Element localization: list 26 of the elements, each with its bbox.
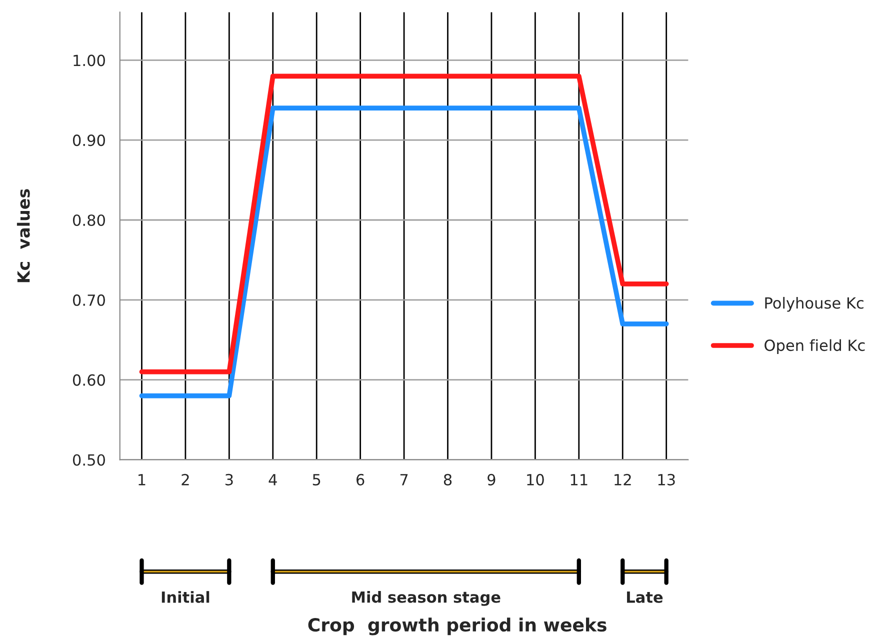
x-tick-label: 5 [312, 474, 320, 486]
x-tick-label: 3 [225, 474, 233, 486]
y-tick-label: 0.80 [72, 214, 105, 226]
x-tick-label: 13 [658, 474, 675, 486]
text: Crop growth period in weeks [308, 618, 606, 636]
x-tick-label: 8 [444, 474, 452, 486]
text: Mid season stage [352, 591, 500, 606]
legend-label: Open field Kc [764, 339, 865, 354]
x-tick-label: 11 [570, 474, 588, 486]
y-tick-label: 0.70 [72, 294, 105, 306]
x-tick-label: 9 [488, 474, 496, 486]
x-tick-label: 10 [527, 474, 544, 486]
y-axis-title: Kc values [16, 189, 30, 282]
x-tick-label: 12 [614, 474, 631, 486]
text: Late [627, 592, 663, 603]
y-tick-label: 0.50 [72, 454, 105, 466]
y-tick-label: 1.00 [74, 54, 105, 66]
text: Initial [162, 591, 210, 603]
y-tick-label: 0.90 [72, 134, 105, 146]
x-tick-label: 1 [138, 474, 146, 486]
legend-label: Polyhouse Kc [765, 296, 864, 312]
x-tick-label: 7 [400, 474, 408, 486]
y-tick-label: 0.60 [72, 374, 105, 386]
x-tick-label: 4 [268, 474, 277, 486]
x-tick-label: 6 [356, 474, 364, 486]
x-tick-label: 2 [182, 474, 189, 486]
